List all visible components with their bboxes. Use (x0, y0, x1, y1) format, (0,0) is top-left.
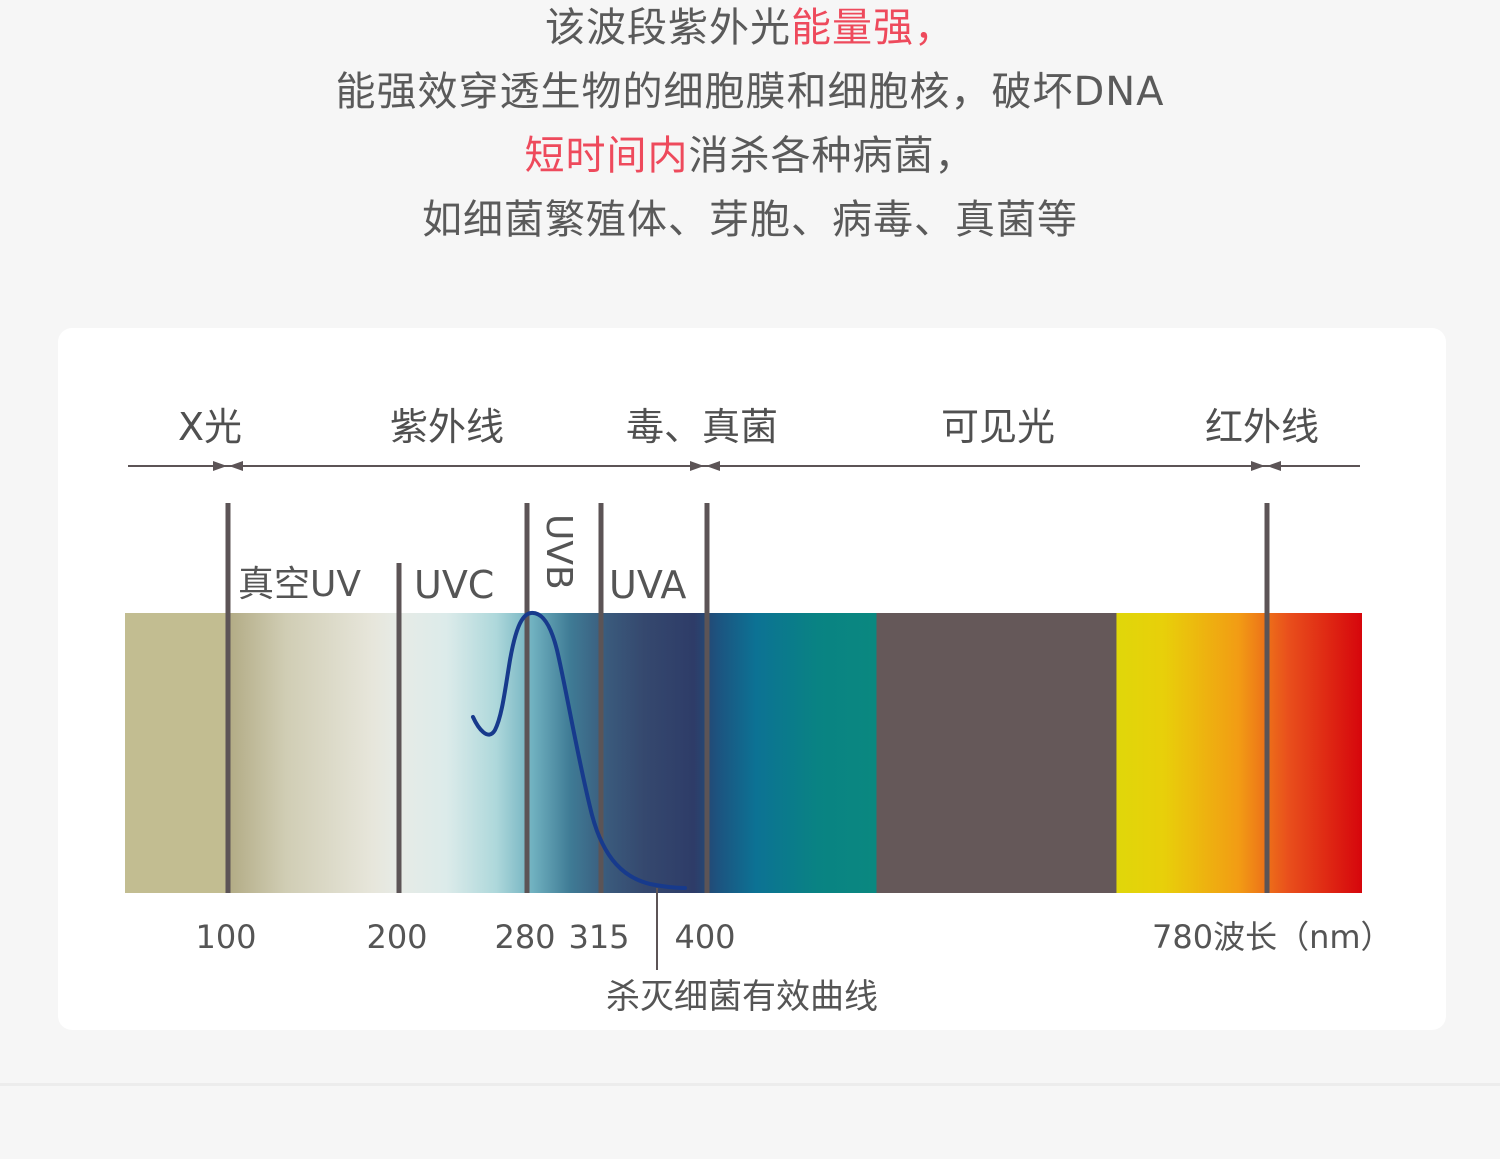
section-divider (0, 1083, 1500, 1086)
label-vacuum-uv: 真空UV (238, 564, 361, 605)
intro-line-3-text: 消杀各种病菌， (688, 133, 976, 179)
label-uvb: UVB (538, 514, 579, 590)
spectrum-bar (125, 613, 1362, 893)
tick-315: 315 (568, 918, 629, 956)
tick-100: 100 (195, 918, 256, 956)
label-uva: UVA (609, 563, 686, 607)
tick-200: 200 (366, 918, 427, 956)
label-uv: 紫外线 (390, 405, 504, 449)
label-germ: 毒、真菌 (626, 405, 778, 449)
range-marker-visible-ir (1251, 461, 1281, 471)
label-uvc: UVC (414, 563, 494, 607)
intro-text: 该波段紫外光能量强， 能强效穿透生物的细胞膜和细胞核，破坏DNA 短时间内消杀各… (0, 0, 1500, 252)
intro-line-1: 该波段紫外光能量强， (0, 0, 1500, 60)
tick-400: 400 (674, 918, 735, 956)
intro-line-4: 如细菌繁殖体、芽胞、病毒、真菌等 (422, 197, 1078, 243)
intro-line-2: 能强效穿透生物的细胞膜和细胞核，破坏DNA (335, 69, 1165, 115)
label-xray: X光 (178, 405, 242, 449)
tick-280: 280 (494, 918, 555, 956)
axis-end-label: 780波长（nm） (1152, 918, 1393, 956)
label-visible: 可见光 (941, 405, 1055, 449)
label-ir: 红外线 (1205, 405, 1319, 449)
range-marker-uv-visible (690, 461, 720, 471)
intro-line-3-highlight: 短时间内 (524, 133, 689, 179)
intro-line-1-highlight: 能量强， (791, 5, 955, 51)
germicidal-curve (471, 610, 687, 890)
intro-line-3: 短时间内消杀各种病菌， (0, 124, 1500, 188)
curve-label: 杀灭细菌有效曲线 (606, 977, 878, 1017)
range-marker-xray-uv (213, 461, 243, 471)
intro-line-1-text: 该波段紫外光 (545, 5, 791, 51)
